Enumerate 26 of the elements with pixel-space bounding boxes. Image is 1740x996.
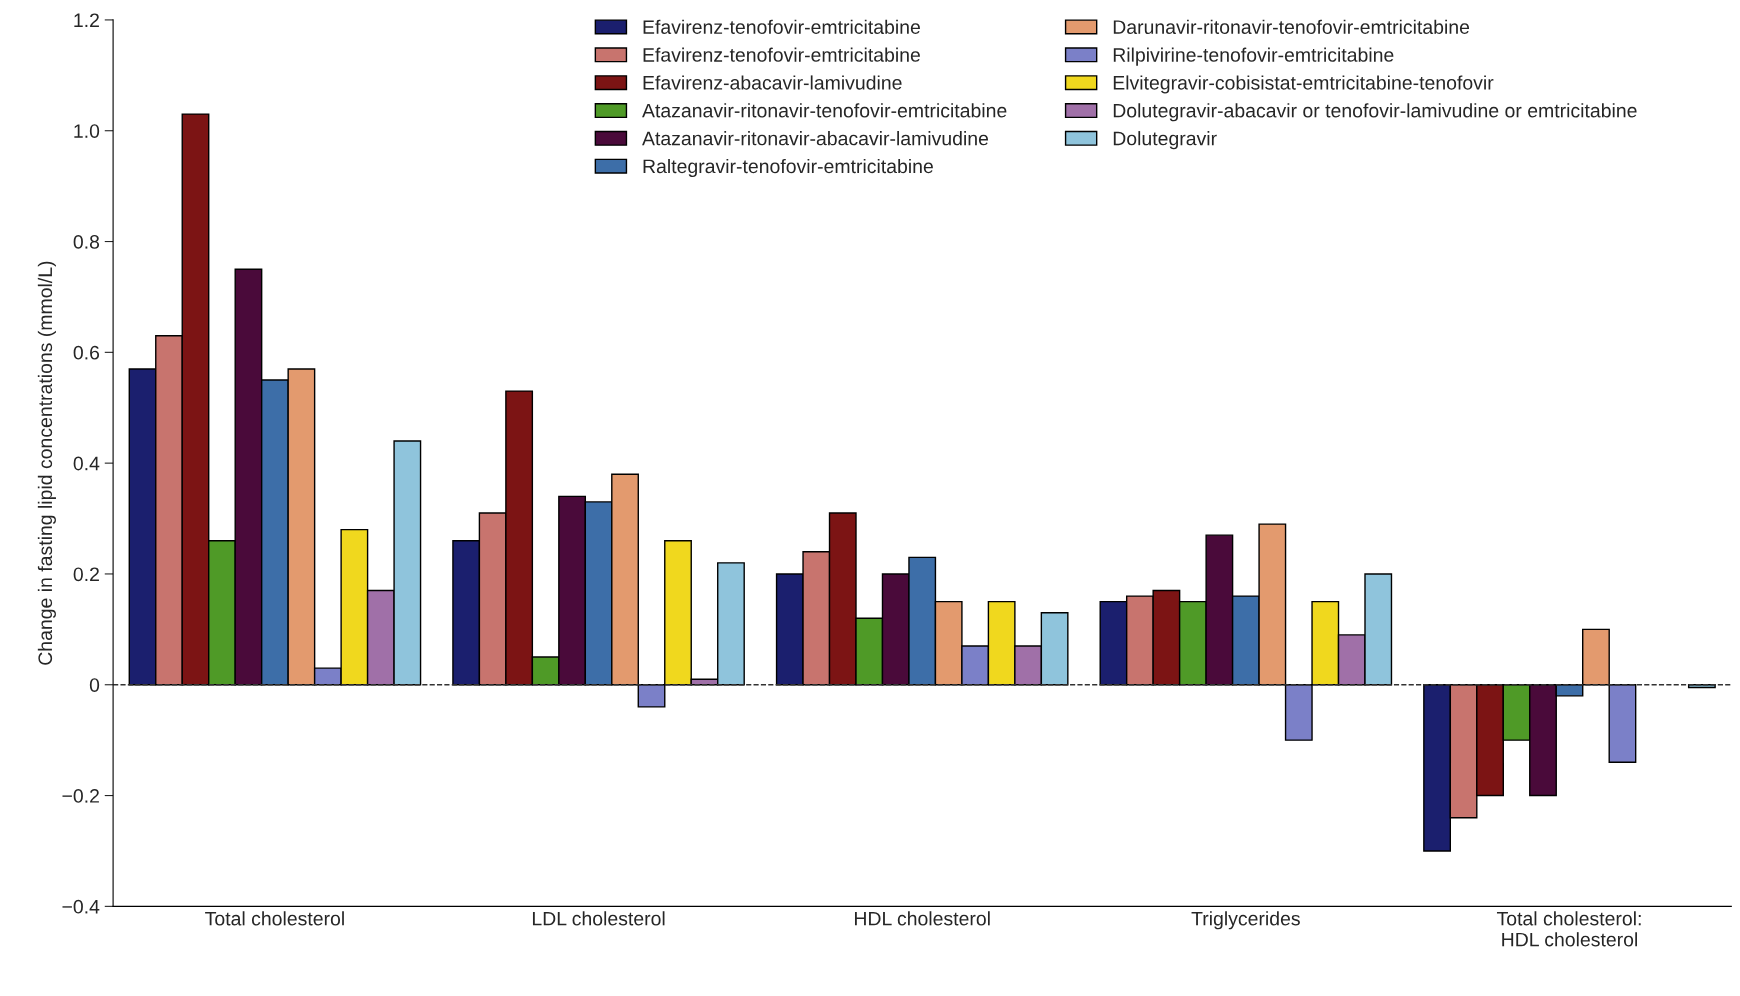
- y-tick-label: 1.0: [74, 124, 100, 138]
- legend-label: Dolutegravir: [1113, 131, 1217, 150]
- y-tick-label: 0.8: [73, 235, 100, 249]
- y-tick-label: 0.2: [73, 567, 99, 582]
- legend-label: Efavirenz-tenofovir-emtricitabine: [643, 19, 920, 34]
- y-tick-label: 0: [89, 678, 100, 692]
- x-tick-label: Total cholesterol: HDL cholesterol: [1496, 911, 1641, 947]
- x-tick-label: Total cholesterol: [205, 911, 344, 926]
- x-tick-label: LDL cholesterol: [532, 911, 665, 926]
- x-tick-label: Triglycerides: [1191, 911, 1300, 930]
- legend-label: Darunavir-ritonavir-tenofovir-emtricitabine: [1113, 19, 1470, 34]
- legend-label: Rilpivirine-tenofovir-emtricitabine: [1113, 47, 1394, 66]
- x-tick-label: HDL cholesterol: [855, 911, 990, 926]
- legend-label: Atazanavir-ritonavir-abacavir-lamivudine: [642, 131, 989, 146]
- legend-label: Dolutegravir-abacavir or tenofovir-lamivudine or emtricitabine: [1113, 103, 1637, 122]
- y-tick-label: −0.2: [62, 789, 99, 803]
- legend-label: Efavirenz-tenofovir-emtricitabine: [643, 47, 920, 62]
- y-axis-title: Change in fasting lipid concentrations (mmol/L): [37, 261, 56, 665]
- y-tick-label: 1.2: [74, 13, 99, 27]
- y-tick-label: −0.4: [62, 899, 100, 914]
- legend-label: Atazanavir-ritonavir-tenofovir-emtricitabine: [642, 103, 1007, 118]
- y-tick-label: 0.6: [73, 345, 100, 360]
- legend-label: Raltegravir-tenofovir-emtricitabine: [643, 158, 933, 178]
- y-tick-label: 0.4: [73, 456, 100, 471]
- legend-label: Elvitegravir-cobisistat-emtricitabine-tenofovir: [1113, 75, 1494, 94]
- legend-label: Efavirenz-abacavir-lamivudine: [643, 75, 902, 90]
